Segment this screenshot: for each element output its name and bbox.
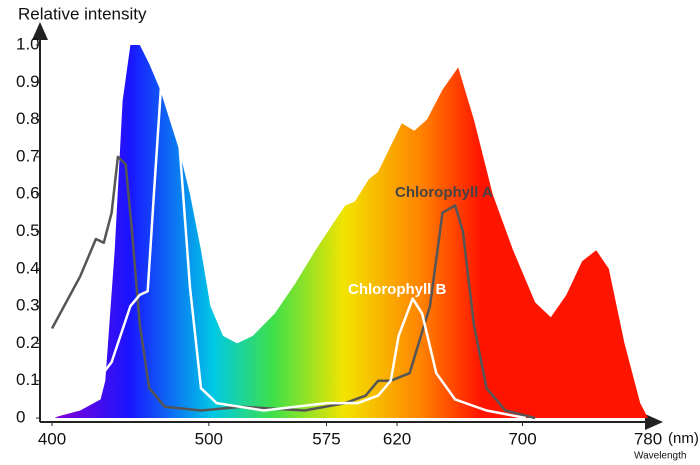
y-tick-label: 0.9 <box>16 72 40 91</box>
y-axis-title: Relative intensity <box>18 4 147 23</box>
series-label: Chlorophyll B <box>348 281 446 298</box>
y-tick-label: 0.2 <box>16 333 40 352</box>
x-tick-label: 400 <box>38 429 66 448</box>
y-tick-label: 0.8 <box>16 109 40 128</box>
x-tick-label: 700 <box>508 429 536 448</box>
y-tick-label: 0.3 <box>16 296 40 315</box>
spectrum-area <box>52 45 648 418</box>
y-tick-label: 0 <box>16 407 25 426</box>
x-tick-label: 780 <box>634 429 662 448</box>
absorption-line <box>51 73 526 420</box>
y-tick-label: 0.1 <box>16 370 40 389</box>
series-label: Chlorophyll A <box>395 184 493 201</box>
x-axis-title: Wavelength <box>634 451 686 462</box>
y-tick-label: 0.6 <box>16 184 40 203</box>
x-tick-label: 620 <box>383 429 411 448</box>
y-tick-label: 0.5 <box>16 221 40 240</box>
x-unit: (nm) <box>668 430 699 447</box>
x-tick-label: 575 <box>312 429 340 448</box>
x-tick-label: 500 <box>195 429 223 448</box>
y-tick-label: 1.0 <box>16 34 40 53</box>
y-tick-label: 0.7 <box>16 146 40 165</box>
absorption-line <box>50 155 536 420</box>
y-tick-label: 0.4 <box>16 258 40 277</box>
